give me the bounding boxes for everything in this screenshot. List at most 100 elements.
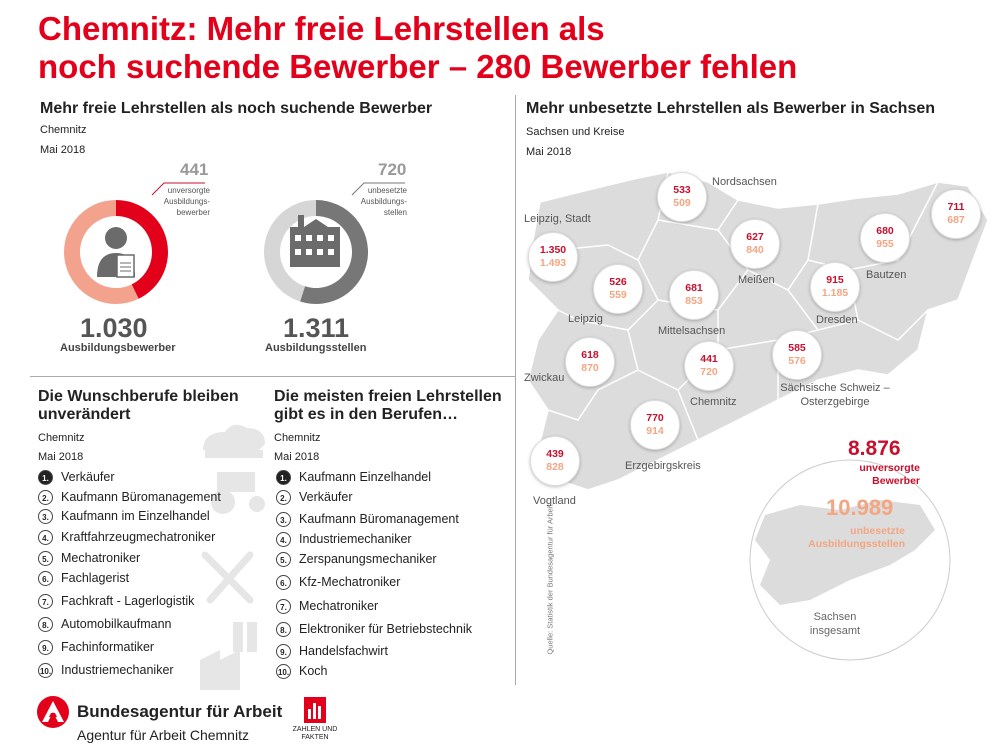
bubble-meissen: 627 840 [730,219,780,269]
label-saechsische-schweiz: Sächsische Schweiz – Osterzgebirge [770,381,900,409]
background-icons [200,424,265,690]
list-item-label: Fachlagerist [61,571,130,585]
rank-badge: 9. [38,640,53,656]
rank-badge: 5. [276,552,291,568]
label-ssoe-line-1: Sächsische Schweiz – [780,382,890,394]
bewerber-total-caption: Ausbildungsbewerber [60,342,176,354]
bubble-stellen-value: 853 [685,295,703,307]
bewerber-caption-line-1: unversorgte [167,186,210,195]
freie-title-line-1: Die meisten freien Lehrstellen [274,388,502,405]
donut-bewerber [64,182,205,304]
label-nordsachsen: Nordsachsen [712,176,777,188]
list-item-label: Fachinformatiker [61,640,155,654]
rank-badge: 7. [38,594,53,610]
bubble-mittelsachsen: 681 853 [669,270,719,320]
factory-icon [290,215,340,267]
donut-stellen [264,182,405,304]
label-leipzig-stadt: Leipzig, Stadt [524,213,591,225]
rank-badge: 10. [276,664,291,680]
bubble-stellen-value: 559 [609,289,627,301]
bubble-leipzig: 526 559 [593,264,643,314]
badge-line-2: FAKTEN [301,734,329,741]
list-item: 1. Kaufmann Einzelhandel [276,470,432,486]
total-stellen-value: 10.989 [826,495,894,520]
bubble-stellen-value: 1.493 [539,257,567,269]
total-stellen-caption-line-2: Ausbildungsstellen [808,538,905,550]
list-item: 6. Kfz-Mechatroniker [276,575,400,591]
bubble-stellen-value: 914 [646,425,664,437]
label-vogtland: Vogtland [533,495,576,507]
wunsch-list: 1. Verkäufer 2. Kaufmann Büromanagement 3.… [38,470,268,685]
label-mittelsachsen: Mittelsachsen [658,325,726,337]
left-section-title: Mehr freie Lehrstellen als noch suchende… [40,100,433,117]
map-date: Mai 2018 [526,146,572,158]
list-item: 3. Kaufmann im Einzelhandel [38,509,210,525]
list-item-label: Handelsfachwirt [299,644,388,658]
map-title: Mehr unbesetzte Lehrstellen als Bewerber… [526,100,936,117]
bubble-vogtland: 439 828 [530,436,580,486]
bubble-bautzen: 680 955 [860,213,910,263]
list-item: 8. Automobilkaufmann [38,617,172,633]
total-bewerber-value: 8.876 [848,437,901,460]
bubble-bewerber-value: 533 [673,184,691,196]
stellen-highlight-value: 720 [378,160,407,179]
bubble-stellen-value: 955 [876,238,894,250]
freie-title-line-2: gibt es in den Berufen… [274,406,459,423]
bubble-bewerber-value: 439 [546,448,564,460]
wunsch-region: Chemnitz [38,432,85,444]
list-item: 5. Mechatroniker [38,551,140,567]
bewerber-caption-line-2: Ausbildungs- [163,197,210,206]
bubble-erzgebirgskreis: 770 914 [630,400,680,450]
bubble-leipzig-stadt: 1.350 1.493 [528,232,578,282]
list-item-label: Automobilkaufmann [61,617,172,631]
bubble-stellen-value: 720 [700,366,718,378]
list-item-label: Verkäufer [61,470,115,484]
freie-list: 1. Kaufmann Einzelhandel 2. Verkäufer 3. Ka… [276,470,506,685]
bubble-bewerber-value: 618 [581,349,599,361]
label-meissen: Meißen [738,274,775,286]
bubble-stellen-value: 828 [546,461,564,473]
bubble-bewerber-value: 627 [746,231,764,243]
list-item-label: Mechatroniker [299,599,379,613]
list-item: 10. Industriemechaniker [38,663,174,679]
label-dresden: Dresden [816,314,858,326]
stellen-caption-line-1: unbesetzte [367,186,407,195]
donut-bewerber-highlight-segment [116,200,169,299]
saxony-mini-shape [755,500,935,605]
horizontal-divider [30,376,516,377]
label-erzgebirgskreis: Erzgebirgskreis [625,460,701,472]
ba-logo-icon [37,696,69,728]
list-item: 2. Verkäufer [276,490,353,506]
list-item: 3. Kaufmann Büromanagement [276,512,459,528]
total-region-line-1: Sachsen [813,611,857,623]
list-item-label: Kaufmann Büromanagement [299,512,459,526]
bubble-bewerber-value: 526 [609,276,627,288]
bubble-stellen-value: 1.185 [821,287,849,299]
label-leipzig: Leipzig [568,313,603,325]
list-item: 7. Fachkraft - Lagerlogistik [38,594,194,610]
bubble-bewerber-value: 915 [826,274,844,286]
zahlen-fakten-icon [304,697,326,723]
bubble-stellen-value: 509 [673,197,691,209]
org-subtitle: Agentur für Arbeit Chemnitz [77,727,249,743]
bubble-bewerber-value: 585 [788,342,806,354]
bubble-goerlitz: 711 687 [931,189,981,239]
total-bewerber-caption: unversorgte Bewerber [820,462,920,488]
org-name: Bundesagentur für Arbeit [77,702,283,721]
total-bewerber-caption-line-1: unversorgte [859,462,920,474]
bubble-bewerber-value: 711 [947,201,965,213]
list-item-label: Kaufmann Einzelhandel [299,470,432,484]
rank-badge: 8. [276,622,291,638]
total-region-label: Sachsen insgesamt [800,610,870,638]
total-bewerber-caption-line-2: Bewerber [872,475,920,487]
rank-badge: 3. [38,509,53,525]
left-section-region: Chemnitz [40,124,87,136]
total-stellen-caption-line-1: unbesetzte [850,525,905,537]
rank-badge: 1. [38,470,53,486]
list-item: 4. Industriemechaniker [276,532,412,548]
tools-icon [201,551,254,604]
chef-hat-icon [203,424,265,458]
bubble-stellen-value: 870 [581,362,599,374]
bewerber-highlight-value: 441 [180,160,209,179]
list-item: 8. Elektroniker für Betriebstechnik [276,622,472,638]
